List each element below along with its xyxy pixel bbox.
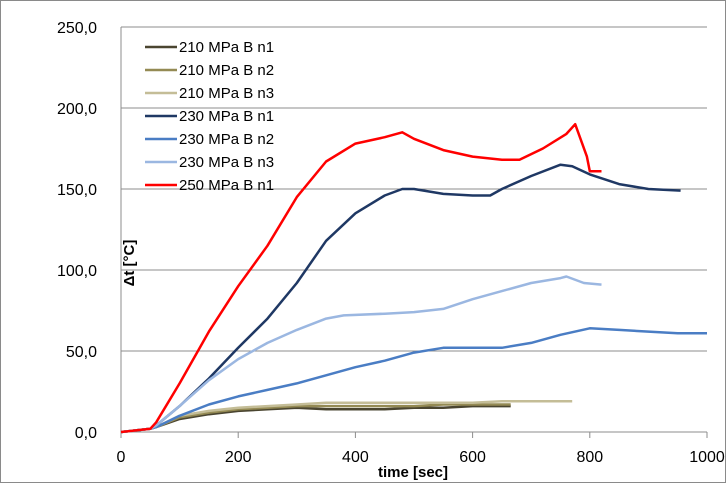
y-tick-label: 50,0 bbox=[66, 344, 97, 361]
legend-label: 230 MPa B n2 bbox=[179, 131, 274, 148]
y-tick-label: 200,0 bbox=[57, 101, 97, 118]
series-line bbox=[120, 327, 707, 434]
series-line bbox=[120, 163, 681, 434]
x-tick-label: 200 bbox=[225, 449, 252, 466]
x-tick-label: 400 bbox=[342, 449, 369, 466]
x-axis-label: time [sec] bbox=[378, 464, 448, 481]
series-line bbox=[120, 122, 602, 434]
legend-label: 210 MPa B n1 bbox=[179, 39, 274, 56]
axes bbox=[120, 27, 707, 433]
x-tick-labels: 0 200 400 600 800 1000 bbox=[117, 432, 725, 466]
legend-label: 230 MPa B n1 bbox=[179, 108, 274, 125]
y-tick-label: 150,0 bbox=[57, 182, 97, 199]
x-tick-label: 0 bbox=[117, 449, 126, 466]
series-line bbox=[120, 275, 602, 434]
y-tick-label: 100,0 bbox=[57, 263, 97, 280]
series-lines bbox=[120, 122, 707, 434]
legend-label: 250 MPa B n1 bbox=[179, 177, 274, 194]
x-tick-label: 800 bbox=[576, 449, 603, 466]
legend-label: 210 MPa B n2 bbox=[179, 62, 274, 79]
legend-label: 230 MPa B n3 bbox=[179, 154, 274, 171]
y-tick-label: 250,0 bbox=[57, 20, 97, 37]
x-tick-label: 1000 bbox=[689, 449, 725, 466]
legend: 210 MPa B n1 210 MPa B n2 210 MPa B n3 230 … bbox=[145, 39, 274, 194]
y-tick-label: 0,0 bbox=[75, 425, 97, 442]
y-tick-labels: 0,0 50,0 100,0 150,0 200,0 250,0 bbox=[57, 20, 97, 442]
series-line bbox=[120, 404, 511, 434]
legend-label: 210 MPa B n3 bbox=[179, 85, 274, 102]
y-axis-label: Δt [°C] bbox=[121, 240, 138, 287]
x-tick-label: 600 bbox=[459, 449, 486, 466]
